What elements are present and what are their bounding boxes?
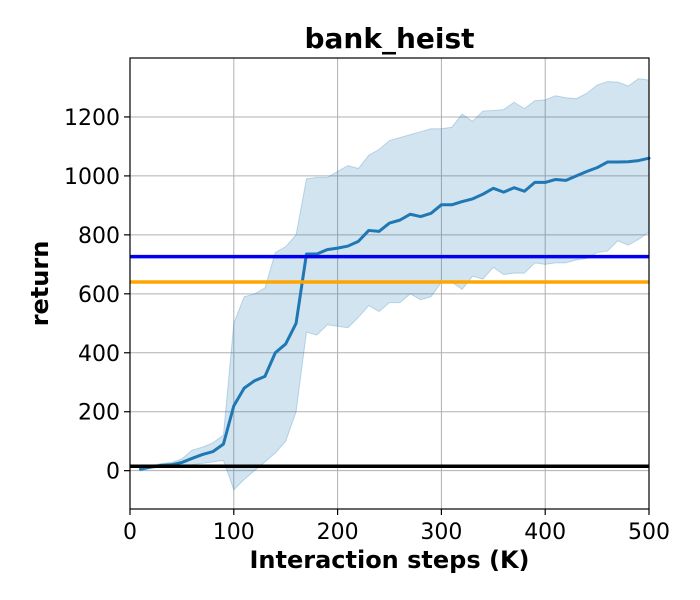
series-line: [138, 156, 651, 471]
x-tick-label: 100: [213, 520, 255, 545]
chart-title: bank_heist: [304, 22, 474, 55]
series-line-layer: [138, 156, 651, 471]
x-tick-label: 0: [123, 520, 137, 545]
tick-layer: 0 100 200 300 400 500 0 200 400 600 800 1000 1200: [64, 106, 670, 545]
y-axis-label: return: [26, 241, 54, 327]
y-tick-label: 800: [78, 224, 120, 249]
confidence-band: [139, 78, 650, 491]
y-tick-label: 400: [78, 342, 120, 367]
confidence-band-layer: [139, 78, 650, 491]
y-tick-label: 0: [106, 460, 120, 485]
x-tick-label: 500: [628, 520, 670, 545]
y-tick-label: 1000: [64, 165, 120, 190]
reference-line-layer: [130, 254, 649, 469]
x-tick-label: 400: [524, 520, 566, 545]
x-axis-label: Interaction steps (K): [249, 546, 529, 574]
y-tick-label: 1200: [64, 106, 120, 131]
x-tick-label: 200: [317, 520, 359, 545]
x-tick-label: 300: [420, 520, 462, 545]
y-tick-label: 600: [78, 283, 120, 308]
plot-frame: [129, 57, 650, 510]
y-tick-label: 200: [78, 401, 120, 426]
